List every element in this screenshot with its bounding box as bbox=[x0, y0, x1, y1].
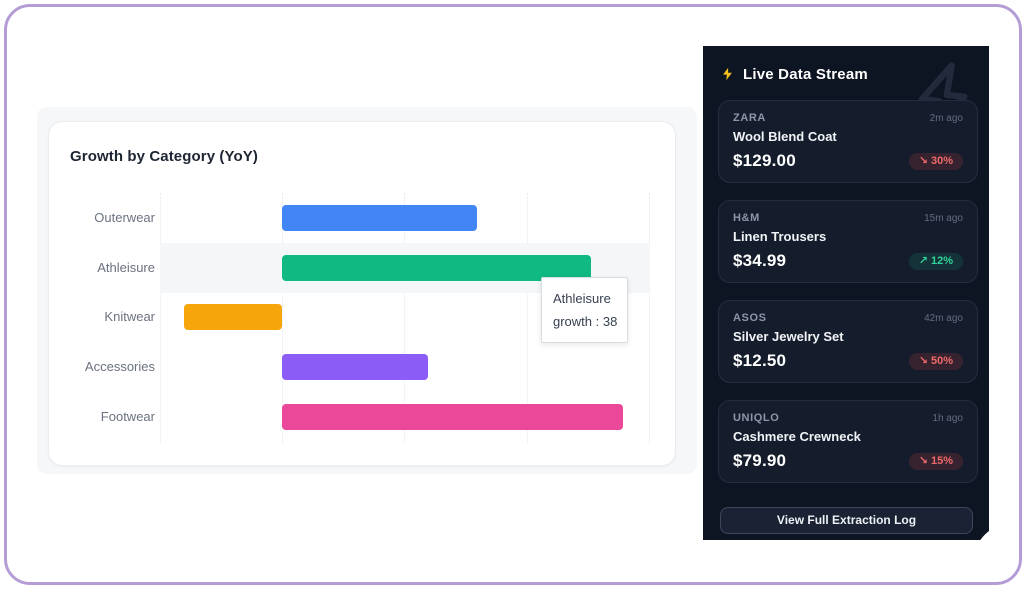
product-name: Wool Blend Coat bbox=[733, 129, 837, 144]
stream-card-hm[interactable]: H&M 15m ago Linen Trousers $34.99 ↗ 12% bbox=[718, 200, 978, 283]
chart-bar-accessories[interactable] bbox=[282, 354, 429, 380]
price-value: $34.99 bbox=[733, 251, 787, 270]
timestamp-label: 15m ago bbox=[924, 213, 963, 224]
brand-label: ZARA bbox=[733, 112, 766, 124]
brand-label: UNIQLO bbox=[733, 412, 780, 424]
chart-bar-outerwear[interactable] bbox=[282, 205, 478, 231]
change-badge: ↘ 30% bbox=[908, 152, 963, 170]
stream-card-asos[interactable]: ASOS 42m ago Silver Jewelry Set $12.50 ↘… bbox=[718, 300, 978, 383]
category-label-athleisure: Athleisure bbox=[97, 260, 155, 275]
timestamp-label: 2m ago bbox=[929, 113, 963, 124]
panel-header: Live Data Stream bbox=[720, 65, 868, 83]
price-value: $129.00 bbox=[733, 151, 796, 170]
chart-bar-knitwear[interactable] bbox=[184, 304, 282, 330]
change-badge: ↘ 15% bbox=[908, 452, 963, 470]
product-name: Cashmere Crewneck bbox=[733, 429, 861, 444]
gridline bbox=[404, 193, 405, 443]
change-badge: ↘ 50% bbox=[908, 352, 963, 370]
brand-label: ASOS bbox=[733, 312, 767, 324]
category-label-accessories: Accessories bbox=[84, 359, 155, 374]
stream-card-uniqlo[interactable]: UNIQLO 1h ago Cashmere Crewneck $79.90 ↘… bbox=[718, 400, 978, 483]
timestamp-label: 1h ago bbox=[932, 413, 963, 424]
chart-bar-athleisure[interactable] bbox=[282, 255, 591, 281]
category-label-footwear: Footwear bbox=[100, 409, 155, 424]
product-name: Silver Jewelry Set bbox=[733, 329, 844, 344]
product-name: Linen Trousers bbox=[733, 229, 827, 244]
chart-tooltip: Athleisure growth : 38 bbox=[541, 277, 628, 343]
price-value: $12.50 bbox=[733, 351, 787, 370]
chart-bar-footwear[interactable] bbox=[282, 404, 624, 430]
price-value: $79.90 bbox=[733, 451, 787, 470]
timestamp-label: 42m ago bbox=[924, 313, 963, 324]
category-label-outerwear: Outerwear bbox=[94, 210, 155, 225]
category-label-knitwear: Knitwear bbox=[104, 309, 155, 324]
view-full-extraction-log-button[interactable]: View Full Extraction Log bbox=[720, 507, 973, 534]
gridline bbox=[282, 193, 283, 443]
panel-title: Live Data Stream bbox=[743, 65, 868, 83]
chart-title: Growth by Category (YoY) bbox=[70, 148, 258, 165]
gridline bbox=[649, 193, 650, 443]
live-data-stream-panel: Live Data Stream ZARA 2m ago Wool Blend … bbox=[703, 46, 989, 540]
lightning-bolt-icon bbox=[723, 67, 732, 81]
brand-label: H&M bbox=[733, 212, 760, 224]
gridline bbox=[527, 193, 528, 443]
page-background: Growth by Category (YoY) Outerwear Athlei… bbox=[4, 4, 1022, 585]
change-badge: ↗ 12% bbox=[908, 252, 963, 270]
tooltip-category: Athleisure bbox=[553, 291, 611, 306]
tooltip-value: growth : 38 bbox=[553, 314, 618, 329]
stream-card-zara[interactable]: ZARA 2m ago Wool Blend Coat $129.00 ↘ 30… bbox=[718, 100, 978, 183]
gridline bbox=[160, 193, 161, 443]
